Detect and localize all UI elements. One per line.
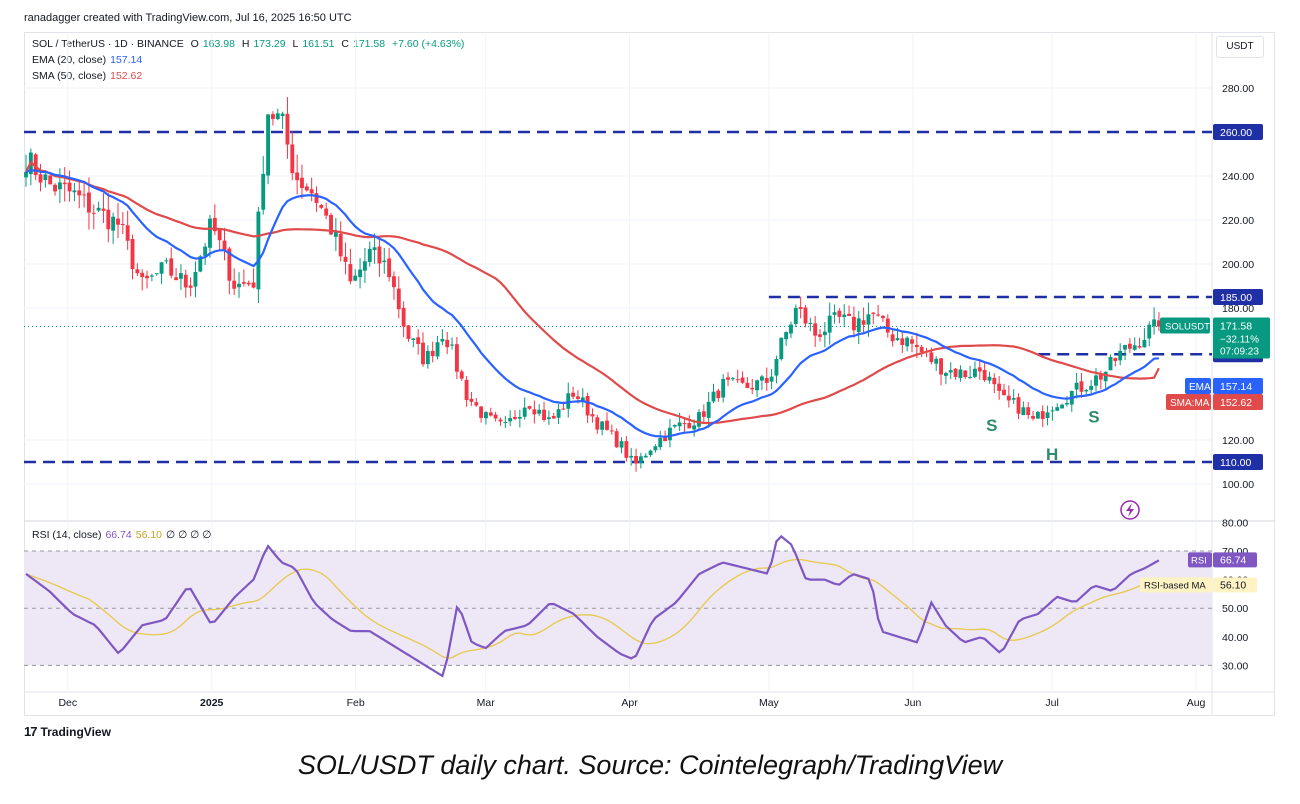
tradingview-mark-icon: 17 <box>24 724 38 739</box>
rsi-ma-legend-value: 56.10 <box>135 529 163 541</box>
ema-legend[interactable]: EMA (20, close) 157.14 <box>32 54 146 66</box>
open-label: O <box>190 38 199 50</box>
currency-selector[interactable]: USDT <box>1216 36 1264 58</box>
close-label: C <box>341 38 349 50</box>
ema-legend-label: EMA (20, close) <box>32 54 107 66</box>
author-line: ranadagger created with TradingView.com,… <box>24 12 352 24</box>
open-value: 163.98 <box>202 38 235 50</box>
low-value: 161.51 <box>302 38 335 50</box>
chart-frame <box>24 32 1275 716</box>
rsi-legend-extra: ∅ ∅ ∅ ∅ <box>166 529 212 541</box>
sma-legend-label: SMA (50, close) <box>32 70 107 82</box>
rsi-legend-value: 66.74 <box>105 529 132 541</box>
high-value: 173.29 <box>253 38 286 50</box>
rsi-legend-label: RSI (14, close) <box>32 529 102 541</box>
high-label: H <box>241 38 250 50</box>
sma-legend-value: 152.62 <box>110 70 143 82</box>
chart-caption: SOL/USDT daily chart. Source: Cointelegr… <box>297 750 1003 780</box>
ema-legend-value: 157.14 <box>110 54 143 66</box>
symbol-label[interactable]: SOL / TetherUS · 1D · BINANCE <box>32 38 184 50</box>
tradingview-brand: TradingView <box>40 724 111 739</box>
close-value: 171.58 <box>352 38 386 50</box>
tradingview-logo: 17 TradingView <box>24 724 111 739</box>
low-label: L <box>292 38 299 50</box>
change-value: +7.60 (+4.63%) <box>392 38 465 50</box>
sma-legend[interactable]: SMA (50, close) 152.62 <box>32 70 146 82</box>
rsi-legend[interactable]: RSI (14, close) 66.74 56.10 ∅ ∅ ∅ ∅ <box>32 529 215 541</box>
